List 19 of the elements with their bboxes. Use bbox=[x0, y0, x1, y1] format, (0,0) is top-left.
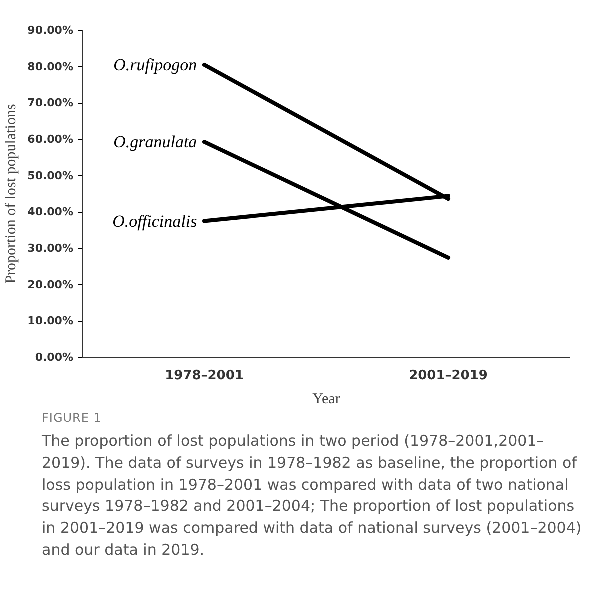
y-tick-label: 60.00% bbox=[28, 133, 74, 146]
x-axis-title: Year bbox=[312, 392, 340, 408]
series-label: O.officinalis bbox=[112, 212, 198, 231]
text: The proportion of lost populations in two period (1978–2001,2001–2019). The data of surveys in 1978–1982 as baseline, the proportion of loss population in 1978–2001 was compared with data of two national surveys 1978–1982 and 2001–2004; The proportion of lost populations in 2001–2019 was compared with data of national surveys (2001–2004) and our data in 2019. bbox=[42, 431, 582, 561]
y-tick-label: 50.00% bbox=[28, 169, 74, 182]
y-tick-label: 80.00% bbox=[28, 60, 74, 74]
y-tick-label: 70.00% bbox=[28, 96, 74, 110]
y-tick-label: 30.00% bbox=[28, 242, 74, 255]
y-tick-label: 90.00% bbox=[28, 24, 74, 37]
x-tick-label: 1978–2001 bbox=[165, 368, 244, 384]
y-tick-label: 0.00% bbox=[35, 351, 74, 364]
caption: FIGURE 1 bbox=[42, 410, 103, 427]
x-tick-label: 2001–2019 bbox=[409, 368, 488, 384]
series-label: O.rufipogon bbox=[114, 56, 198, 75]
series-label: O.granulata bbox=[114, 132, 198, 152]
y-tick-label: 20.00% bbox=[28, 278, 74, 292]
y-tick-label: 40.00% bbox=[28, 206, 74, 219]
y-axis-title: Proportion of lost populations bbox=[4, 104, 20, 284]
y-tick-label: 10.00% bbox=[28, 314, 74, 328]
